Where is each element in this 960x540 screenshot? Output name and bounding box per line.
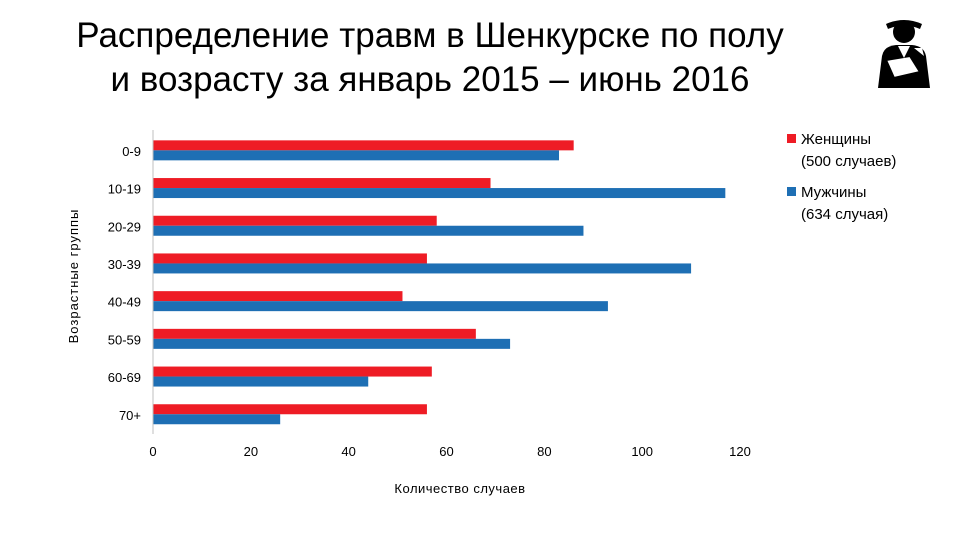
category-label: 70+ [119, 408, 141, 423]
legend: Женщины (500 случаев) Мужчины (634 случа… [787, 131, 896, 223]
bar-women-20-29 [153, 215, 437, 226]
category-label: 60-69 [108, 370, 141, 385]
bar-men-20-29 [153, 225, 584, 236]
category-label: 30-39 [108, 257, 141, 272]
bar-men-60-69 [153, 376, 369, 387]
bar-men-70plus [153, 414, 281, 425]
x-axis-title: Количество случаев [394, 481, 525, 496]
title-line-2: и возрасту за январь 2015 – июнь 2016 [110, 60, 750, 99]
legend-label-women-line1: Женщины [801, 131, 871, 148]
legend-label-men-line2: (634 случая) [801, 206, 888, 223]
category-labels: 0-9 10-19 20-29 30-39 40-49 50-59 60-69 70+ [108, 144, 141, 423]
category-label: 0-9 [122, 144, 141, 159]
bar-men-30-39 [153, 263, 692, 274]
bar-women-10-19 [153, 178, 491, 189]
bar-men-40-49 [153, 301, 608, 312]
category-label: 40-49 [108, 295, 141, 310]
page-title: Распределение травм в Шенкурске по полу … [20, 14, 840, 102]
x-tick-label: 120 [729, 444, 751, 459]
bar-men-10-19 [153, 188, 726, 199]
legend-item-men: Мужчины (634 случая) [787, 184, 888, 223]
legend-swatch-women [787, 134, 796, 143]
x-tick-label: 20 [244, 444, 258, 459]
category-label: 10-19 [108, 182, 141, 197]
bars-layer [153, 140, 726, 425]
x-tick-label: 80 [537, 444, 551, 459]
legend-swatch-men [787, 187, 796, 196]
bar-women-60-69 [153, 366, 432, 377]
bar-women-40-49 [153, 291, 403, 302]
legend-item-women: Женщины (500 случаев) [787, 131, 896, 170]
x-tick-label: 60 [439, 444, 453, 459]
bar-men-0-9 [153, 150, 560, 161]
legend-label-men-line1: Мужчины [801, 184, 866, 201]
category-label: 50-59 [108, 332, 141, 347]
y-axis-title: Возрастные группы [66, 209, 81, 344]
bar-women-50-59 [153, 328, 476, 339]
bar-women-70plus [153, 404, 427, 415]
bar-women-0-9 [153, 140, 574, 151]
bar-men-50-59 [153, 338, 511, 349]
x-tick-label: 40 [341, 444, 355, 459]
x-tick-label: 0 [149, 444, 156, 459]
x-tick-labels: 0 20 40 60 80 100 120 [149, 444, 750, 459]
title-line-1: Распределение травм в Шенкурске по полу [76, 16, 784, 55]
legend-label-women-line2: (500 случаев) [801, 153, 896, 170]
bar-women-30-39 [153, 253, 427, 264]
injured-person-icon [878, 20, 930, 88]
category-label: 20-29 [108, 219, 141, 234]
x-tick-label: 100 [631, 444, 653, 459]
